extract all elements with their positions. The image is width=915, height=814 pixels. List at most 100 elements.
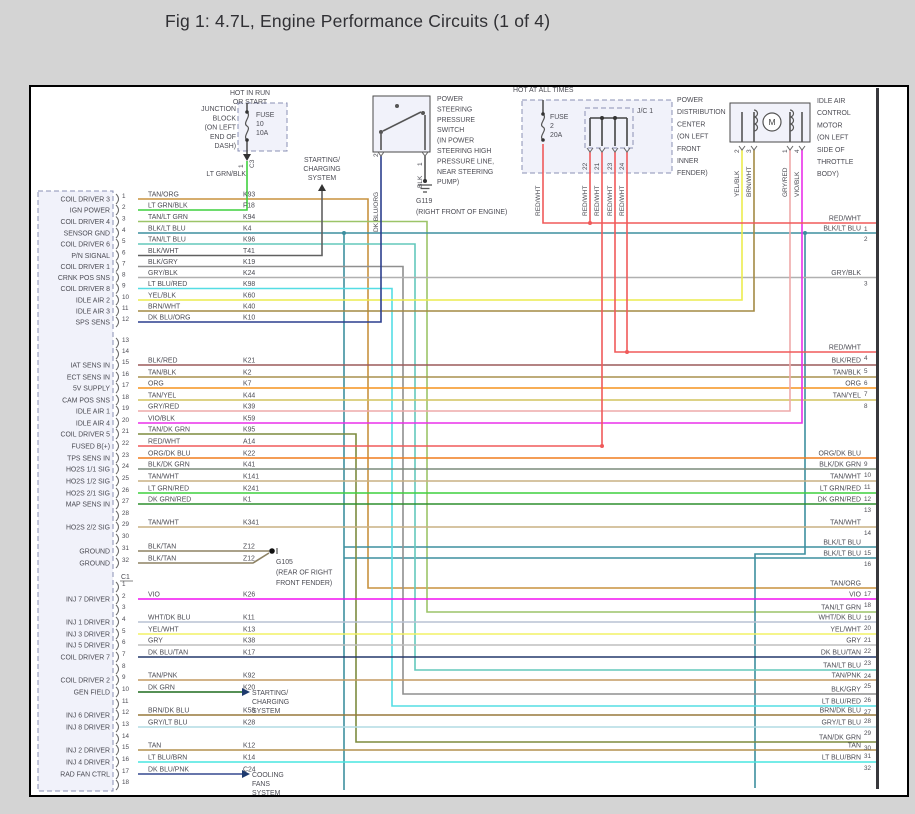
starting2-arrow [242,688,250,696]
wire-fuse2-red-wht [542,144,877,224]
pin-number: 15 [122,359,130,366]
wire-K59-vio-blk [138,150,803,424]
pin-number: 17 [122,382,130,389]
right-pin-number: 15 [864,550,872,557]
wire-color-label: YEL/BLK [148,293,176,300]
pin-socket-icon [115,533,119,545]
pin-number: 1 [122,581,126,588]
pin-socket-icon [115,616,119,628]
right-pin-number: 23 [864,660,872,667]
circuit-number-label: K21 [243,358,255,365]
pin-chevron-icon [611,147,619,153]
circuit-number-label: K4 [243,226,252,233]
junction-dot [613,116,617,120]
wire-color-label: TAN/WHT [148,474,180,481]
pin-socket-icon [115,674,119,686]
wire-K10-dk-blu-org [138,156,382,323]
ps-switch-label: STEERING [437,106,472,113]
right-wire-label: ORG [845,381,861,388]
wire-color-label: DK BLU/PNK [148,767,189,774]
pin-socket-icon [115,663,119,675]
pin-socket-icon [115,733,119,745]
fuse10-label: FUSE [256,112,275,119]
right-wire-label: GRY [846,638,861,645]
wire-color-label: YEL/WHT [148,627,179,634]
pin-socket-icon [115,487,119,499]
pdc-label: FRONT [677,146,702,153]
pdc-label: POWER [677,97,703,104]
pin-socket-icon [115,272,119,283]
pin-chevron-icon [586,147,594,153]
pin-socket-icon [115,452,119,464]
junction-dot [588,221,592,225]
wire-K96-tan-lt-blu [138,243,877,671]
circuit-number-label: K17 [243,650,255,657]
circuit-number-label: K14 [243,755,255,762]
pdc-label: CENTER [677,121,705,128]
pin-number: 5 [122,238,126,245]
pin-number: 14 [122,733,130,740]
vertical-wire-label: BRN/WHT [746,167,753,197]
vertical-wire-label: RED/WHT [594,186,601,216]
pin-number: 16 [122,756,130,763]
pin-socket-icon [115,475,119,487]
left-row-label: INJ 2 DRIVER [66,748,110,755]
left-row-label: ECT SENS IN [67,375,110,382]
right-wire-label: TAN/WHT [830,520,862,527]
right-pin-number: 1 [864,226,868,233]
ps-switch-label: PRESSURE LINE, [437,158,494,165]
left-row-label: MAP SENS IN [66,502,110,509]
pin-socket-icon [115,204,119,216]
wire-color-label: TAN [148,743,161,750]
left-row-label: CAM POS SNS [62,398,110,405]
circuit-number-label: K13 [243,627,255,634]
ps-switch-label: SWITCH [437,127,464,134]
left-row-label: GEN FIELD [74,690,110,697]
pin-socket-icon [115,305,119,317]
left-row-label: COIL DRIVER 1 [60,264,110,271]
pin-number: 29 [122,521,130,528]
circuit-number-label: K24 [243,270,255,277]
starting-charging-1: STARTING/ [304,157,340,164]
wire-color-label: TAN/PNK [148,673,178,680]
pin-number: 4 [122,616,126,623]
pin-socket-icon [115,521,119,533]
vertical-wire-label: RED/WHT [607,186,614,216]
wire-color-label: DK GRN [148,685,175,692]
wire-color-label: ORG/DK BLU [148,451,191,458]
pdc-label: INNER [677,158,698,165]
fuse2-label: FUSE [550,114,569,121]
iac-label: THROTTLE [817,159,854,166]
vertical-wire-label: 2 [734,149,741,153]
circuit-number-label: Z12 [243,556,255,563]
right-pin-number: 20 [864,625,872,632]
ps-switch-label: PUMP) [437,179,459,186]
right-wire-label: DK BLU/TAN [821,650,861,657]
circuit-number-label: K341 [243,520,259,527]
cooling-fans: COOLING [252,772,284,779]
right-pin-number: 11 [864,484,871,491]
pin-chevron-icon [421,151,429,157]
pin-number: 10 [122,294,130,301]
wire-color-label: DK GRN/RED [148,497,191,504]
circuit-number-label: K59 [243,416,255,423]
pin-number: 11 [122,698,129,705]
vertical-wire-label: 1 [238,164,245,168]
junction-block-label: (ON LEFT [205,125,237,132]
wire-color-label: TAN/YEL [148,393,176,400]
wire-color-label: ORG [148,381,164,388]
pin-number: 8 [122,272,126,279]
pin-number: 31 [122,545,130,552]
vertical-wire-label: BLK [417,175,424,188]
pin-number: 17 [122,768,130,775]
wire-color-label: GRY/BLK [148,270,178,277]
right-wire-label: LT BLU/BRN [822,755,861,762]
wire-color-label: DK BLU/TAN [148,650,188,657]
left-row-label: COIL DRIVER 6 [60,242,110,249]
wire-color-label: BLK/GRY [148,259,178,266]
left-row-label: HO2S 2/2 SIG [66,525,110,532]
pin-number: 9 [122,674,126,681]
pin-socket-icon [115,545,119,557]
right-pin-number: 7 [864,391,868,398]
cooling-fans: FANS [252,781,270,788]
